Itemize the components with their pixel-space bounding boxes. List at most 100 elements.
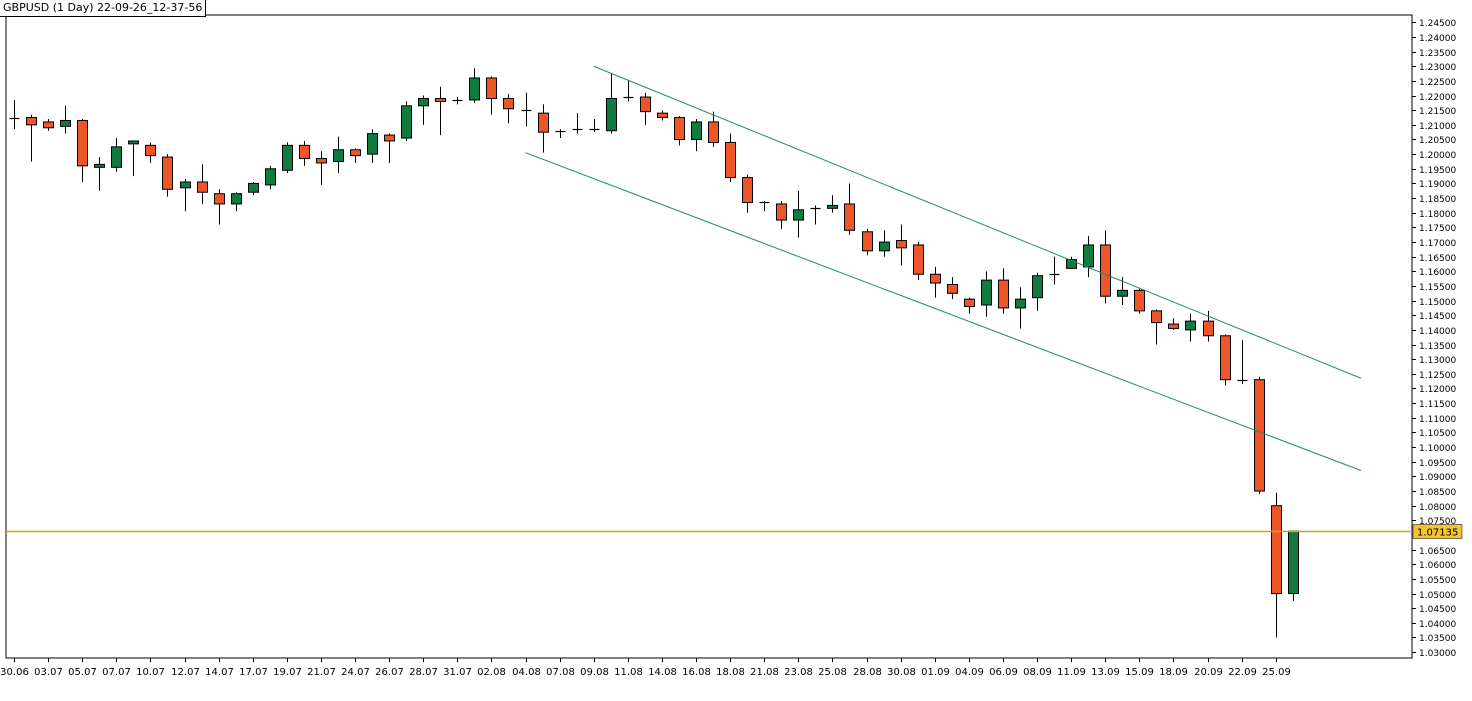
- candle-body-bear: [26, 117, 37, 126]
- candle: [1185, 313, 1196, 342]
- candle-body-bull: [111, 146, 122, 168]
- channel: [525, 65, 1362, 471]
- candle: [572, 113, 583, 134]
- x-tick-label: 18.09: [1159, 667, 1188, 678]
- y-tick-label: 1.16500: [1419, 254, 1456, 264]
- candle: [844, 183, 855, 235]
- candle-body-bull: [333, 149, 344, 162]
- candle-body-bull: [1066, 259, 1077, 269]
- candle: [1237, 340, 1248, 385]
- candle: [1271, 492, 1282, 638]
- candle-body-bear: [43, 121, 54, 129]
- candle-body-bull: [1083, 244, 1094, 268]
- candle-body-bear: [930, 273, 941, 284]
- candle-body-bear: [77, 119, 88, 167]
- y-tick-label: 1.16000: [1419, 268, 1456, 278]
- candle: [742, 174, 753, 213]
- x-tick-label: 04.08: [512, 667, 541, 678]
- x-tick-label: 04.09: [955, 667, 984, 678]
- candle-body-bull: [1015, 298, 1026, 309]
- y-tick-label: 1.09000: [1419, 473, 1456, 483]
- y-tick-label: 1.14500: [1419, 312, 1456, 322]
- candle-body-bull: [418, 97, 429, 107]
- candle: [333, 136, 344, 174]
- y-tick-label: 1.12500: [1419, 371, 1456, 381]
- y-tick-label: 1.03500: [1419, 634, 1456, 644]
- candle-body-bear: [435, 97, 446, 102]
- y-tick-label: 1.19000: [1419, 180, 1456, 190]
- candle-body-bull: [401, 105, 412, 139]
- x-tick-label: 11.08: [614, 667, 643, 678]
- candle: [77, 118, 88, 182]
- candle-body-bear: [998, 279, 1009, 309]
- candle: [964, 297, 975, 314]
- candle-body-bull: [282, 144, 293, 171]
- candle-body-bear: [538, 112, 549, 133]
- candle-body-bear: [1220, 335, 1231, 381]
- y-tick-label: 1.04000: [1419, 620, 1456, 630]
- candle-body-bull: [367, 133, 378, 155]
- candle: [9, 99, 20, 130]
- y-tick-label: 1.13500: [1419, 342, 1456, 352]
- x-tick-label: 18.08: [716, 667, 745, 678]
- candle: [606, 73, 617, 134]
- y-tick-label: 1.20500: [1419, 136, 1456, 146]
- candle: [231, 192, 242, 212]
- x-tick-label: 03.07: [34, 667, 63, 678]
- y-tick-label: 1.11000: [1419, 415, 1456, 425]
- candle: [896, 224, 907, 266]
- candle: [418, 95, 429, 125]
- candle: [452, 97, 463, 105]
- y-tick-label: 1.09500: [1419, 459, 1456, 469]
- y-tick-label: 1.05000: [1419, 591, 1456, 601]
- candle-body-bear: [350, 149, 361, 157]
- candle-body-bear: [503, 97, 514, 110]
- candle: [913, 242, 924, 281]
- candle: [640, 92, 651, 125]
- candle-body-bear: [1134, 289, 1145, 312]
- candle-body-bear: [725, 141, 736, 179]
- candle: [555, 129, 566, 139]
- candle-body-bear: [640, 96, 651, 113]
- candle-body-bear: [145, 144, 156, 157]
- x-tick-label: 24.07: [341, 667, 370, 678]
- candle: [1049, 256, 1060, 285]
- candle-body-bear: [1151, 310, 1162, 324]
- y-tick-label: 1.15500: [1419, 283, 1456, 293]
- x-tick-label: 16.08: [682, 667, 711, 678]
- candle-body-bear: [776, 203, 787, 221]
- candle: [128, 140, 139, 177]
- y-tick-label: 1.23500: [1419, 49, 1456, 59]
- candle: [248, 181, 259, 196]
- x-tick-label: 17.07: [239, 667, 268, 678]
- candle-body-bear: [964, 298, 975, 307]
- candle: [94, 157, 105, 191]
- candle: [930, 266, 941, 298]
- candle-body-bear: [896, 240, 907, 249]
- x-tick-label: 25.08: [818, 667, 847, 678]
- candle-body-bull: [128, 140, 139, 145]
- candle: [486, 76, 497, 115]
- y-tick-label: 1.07500: [1419, 517, 1456, 527]
- x-tick-label: 13.09: [1091, 667, 1120, 678]
- x-tick-label: 20.09: [1194, 667, 1223, 678]
- candle: [691, 118, 702, 152]
- y-axis: 1.24500 1.24000 1.23500 1.23000 1.22500 1.220…: [1412, 19, 1456, 659]
- candle: [623, 80, 634, 102]
- candle: [145, 142, 156, 163]
- y-tick-label: 1.23000: [1419, 63, 1456, 73]
- x-tick-label: 23.08: [784, 667, 813, 678]
- candle: [725, 133, 736, 182]
- x-tick-label: 12.07: [171, 667, 200, 678]
- candle-body-bear: [947, 284, 958, 294]
- candle-body-bull: [691, 121, 702, 140]
- y-tick-label: 1.03000: [1419, 649, 1456, 659]
- y-tick-label: 1.18500: [1419, 195, 1456, 205]
- candle-body-bear: [742, 177, 753, 203]
- candle-body-bear: [657, 112, 668, 119]
- y-tick-label: 1.13000: [1419, 356, 1456, 366]
- y-tick-label: 1.20000: [1419, 151, 1456, 161]
- y-tick-label: 1.12000: [1419, 385, 1456, 395]
- channel-line-lower: [525, 152, 1362, 471]
- candle-body-bull: [231, 193, 242, 205]
